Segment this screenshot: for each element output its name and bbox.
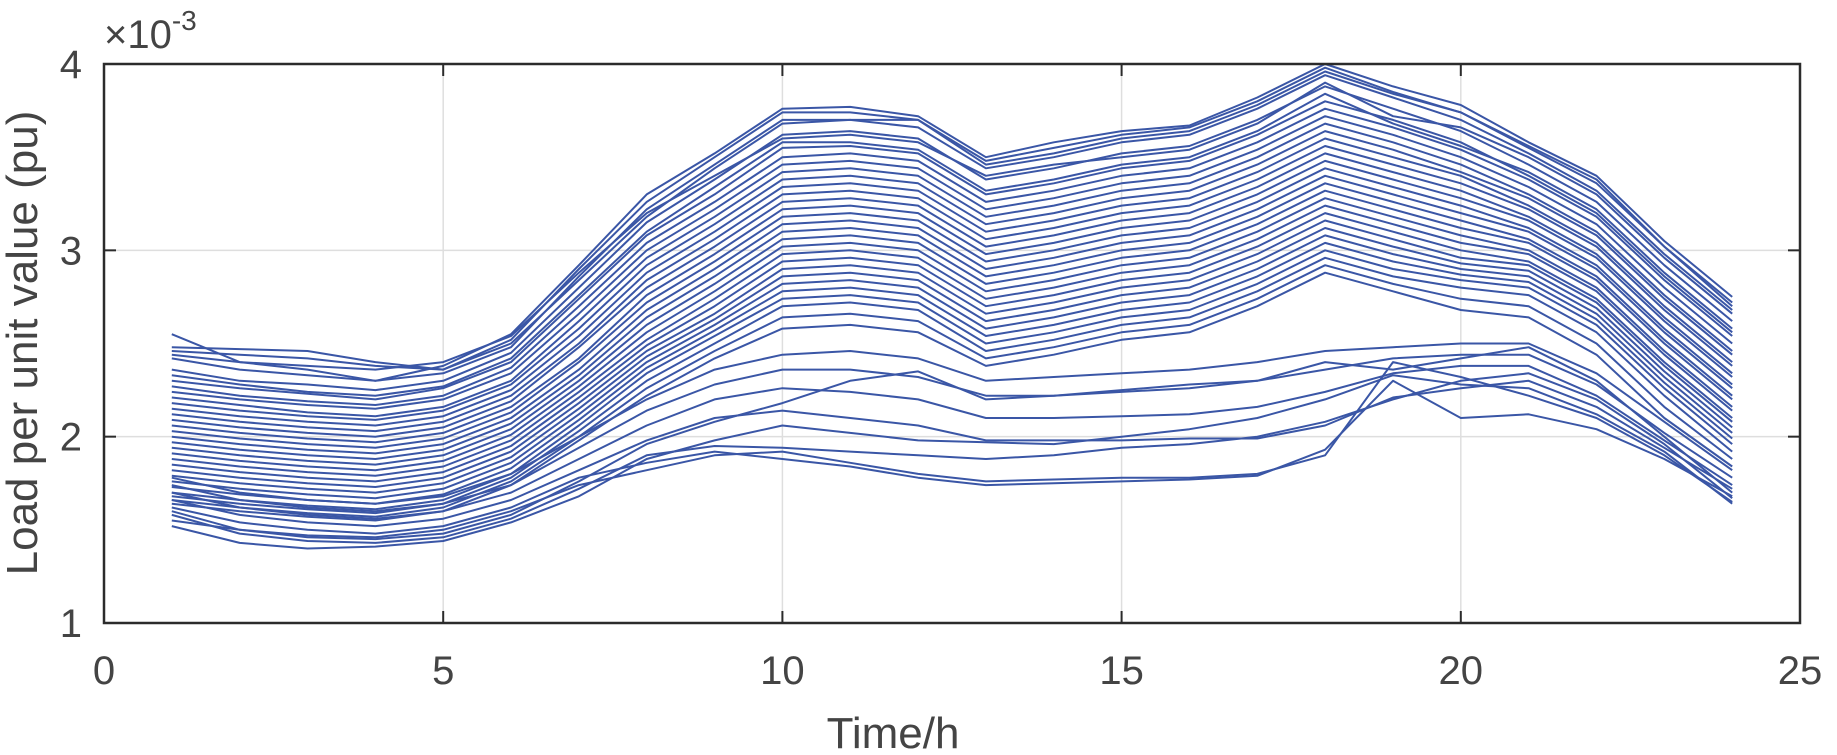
x-tick-label: 10 bbox=[760, 649, 805, 693]
series-line bbox=[171, 174, 1733, 455]
series-line bbox=[171, 70, 1733, 371]
series-line bbox=[171, 152, 1733, 438]
series-line bbox=[171, 249, 1733, 511]
x-tick-label: 5 bbox=[432, 649, 454, 693]
series-line bbox=[171, 212, 1733, 483]
y-axis-label: Load per unit value (pu) bbox=[0, 111, 47, 576]
series-line bbox=[171, 361, 1733, 539]
series-line bbox=[171, 353, 1733, 513]
series-line bbox=[171, 234, 1733, 500]
series-line bbox=[171, 130, 1733, 421]
y-axis-tick-labels: 1 2 3 4 bbox=[60, 43, 82, 646]
y-tick-label: 2 bbox=[60, 416, 82, 460]
x-tick-label: 25 bbox=[1778, 649, 1823, 693]
series-line bbox=[171, 145, 1733, 433]
series-line bbox=[171, 379, 1733, 528]
series-line bbox=[171, 137, 1733, 427]
series-line bbox=[171, 264, 1733, 518]
series-line bbox=[171, 159, 1733, 444]
series-line bbox=[171, 100, 1733, 401]
series-line bbox=[171, 227, 1733, 494]
series-line bbox=[171, 74, 1733, 382]
y-tick-label: 4 bbox=[60, 43, 82, 87]
series-lines bbox=[171, 63, 1733, 550]
series-line bbox=[171, 219, 1733, 488]
x-tick-label: 0 bbox=[93, 649, 115, 693]
axis-ticks bbox=[103, 63, 1801, 624]
series-line bbox=[171, 204, 1733, 477]
series-line bbox=[171, 167, 1733, 449]
series-line bbox=[171, 81, 1733, 371]
series-line bbox=[171, 189, 1733, 466]
series-line bbox=[171, 379, 1733, 535]
series-line bbox=[171, 115, 1733, 410]
series-line bbox=[171, 122, 1733, 418]
y-tick-label: 3 bbox=[60, 229, 82, 273]
x-axis-label: Time/h bbox=[827, 709, 960, 755]
exponent-base: ×10 bbox=[104, 13, 172, 57]
series-line bbox=[171, 107, 1733, 406]
series-line bbox=[171, 342, 1733, 505]
series-line bbox=[171, 374, 1733, 550]
series-line bbox=[171, 182, 1733, 460]
series-line bbox=[171, 364, 1733, 520]
plot-frame bbox=[102, 62, 1802, 625]
series-line bbox=[171, 372, 1733, 544]
x-tick-label: 15 bbox=[1099, 649, 1144, 693]
exponent-power: -3 bbox=[172, 5, 197, 36]
series-line bbox=[171, 92, 1733, 397]
x-axis-tick-labels: 0 5 10 15 20 25 bbox=[93, 649, 1822, 693]
series-line bbox=[171, 197, 1733, 472]
x-tick-label: 20 bbox=[1439, 649, 1484, 693]
y-axis-exponent: ×10-3 bbox=[104, 5, 197, 57]
series-line bbox=[171, 241, 1733, 505]
y-tick-label: 1 bbox=[60, 602, 82, 646]
